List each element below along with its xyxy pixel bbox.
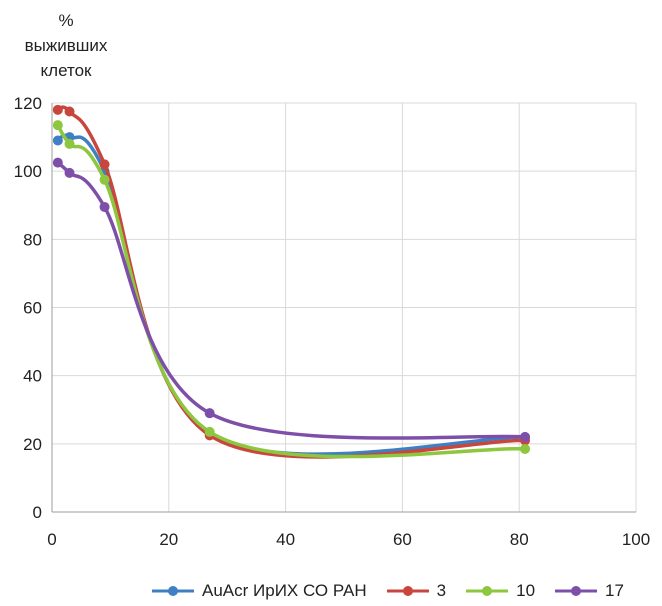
legend: AuAcr ИрИХ СО РАН 3 10 17 xyxy=(150,580,642,602)
legend-marker-3 xyxy=(386,586,429,596)
series-point-2 xyxy=(520,443,531,454)
legend-dot xyxy=(482,586,493,596)
line-chart: 0 20 40 60 80 100 0 20 40 60 80 100 120 xyxy=(14,94,651,549)
legend-marker-17 xyxy=(555,586,598,596)
y-tick-labels: 0 20 40 60 80 100 120 xyxy=(14,94,42,522)
series-point-3 xyxy=(520,432,531,443)
legend-label-3: 3 xyxy=(436,581,447,600)
x-tick-label: 100 xyxy=(622,530,650,549)
series-point-1 xyxy=(99,159,110,170)
x-tick-label: 20 xyxy=(159,530,178,549)
x-tick-label: 0 xyxy=(47,530,56,549)
series-line-1 xyxy=(56,105,527,459)
x-tick-label: 40 xyxy=(276,530,295,549)
series-point-3 xyxy=(99,201,110,212)
grid xyxy=(52,102,637,512)
legend-marker-10 xyxy=(466,586,509,596)
y-tick-label: 20 xyxy=(23,435,42,454)
series-line-2 xyxy=(56,123,527,459)
x-tick-labels: 0 20 40 60 80 100 xyxy=(47,530,650,549)
legend-dot xyxy=(571,586,582,596)
y-tick-label: 80 xyxy=(23,230,42,249)
legend-dot xyxy=(402,586,413,596)
x-tick-label: 80 xyxy=(510,530,529,549)
legend-label-17: 17 xyxy=(605,581,624,600)
legend-item-10[interactable]: 10 xyxy=(464,581,535,601)
x-tick-label: 60 xyxy=(393,530,412,549)
series-point-3 xyxy=(64,167,75,178)
legend-dot xyxy=(168,586,178,596)
series-point-1 xyxy=(52,104,63,115)
y-tick-label: 120 xyxy=(14,94,42,113)
y-axis-title: % выживших клеток xyxy=(0,8,132,83)
legend-label-auacr: AuAcr ИрИХ СО РАН xyxy=(202,581,367,600)
series-point-1 xyxy=(64,106,75,117)
series-point-2 xyxy=(99,174,110,185)
series-group xyxy=(52,104,531,459)
y-axis-title-line-3: клеток xyxy=(40,61,92,80)
y-axis-title-line-2: выживших xyxy=(24,36,108,55)
legend-marker-auacr xyxy=(152,586,194,596)
y-tick-label: 40 xyxy=(23,367,42,386)
series-point-0 xyxy=(52,135,63,146)
legend-item-17[interactable]: 17 xyxy=(553,581,624,601)
y-tick-label: 0 xyxy=(33,503,42,522)
y-tick-label: 100 xyxy=(14,162,42,181)
legend-item-3[interactable]: 3 xyxy=(385,581,446,601)
series-point-3 xyxy=(52,157,63,168)
series-point-3 xyxy=(204,408,215,419)
series-point-2 xyxy=(204,426,215,437)
series-line-3 xyxy=(56,160,527,440)
series-point-2 xyxy=(52,120,63,131)
series-point-2 xyxy=(64,138,75,149)
legend-item-auacr[interactable]: AuAcr ИрИХ СО РАН xyxy=(150,581,367,601)
legend-label-10: 10 xyxy=(516,581,536,600)
axes xyxy=(51,103,636,513)
series-line-0 xyxy=(56,133,527,456)
y-axis-title-line-1: % xyxy=(58,11,74,30)
y-tick-label: 60 xyxy=(23,299,42,318)
